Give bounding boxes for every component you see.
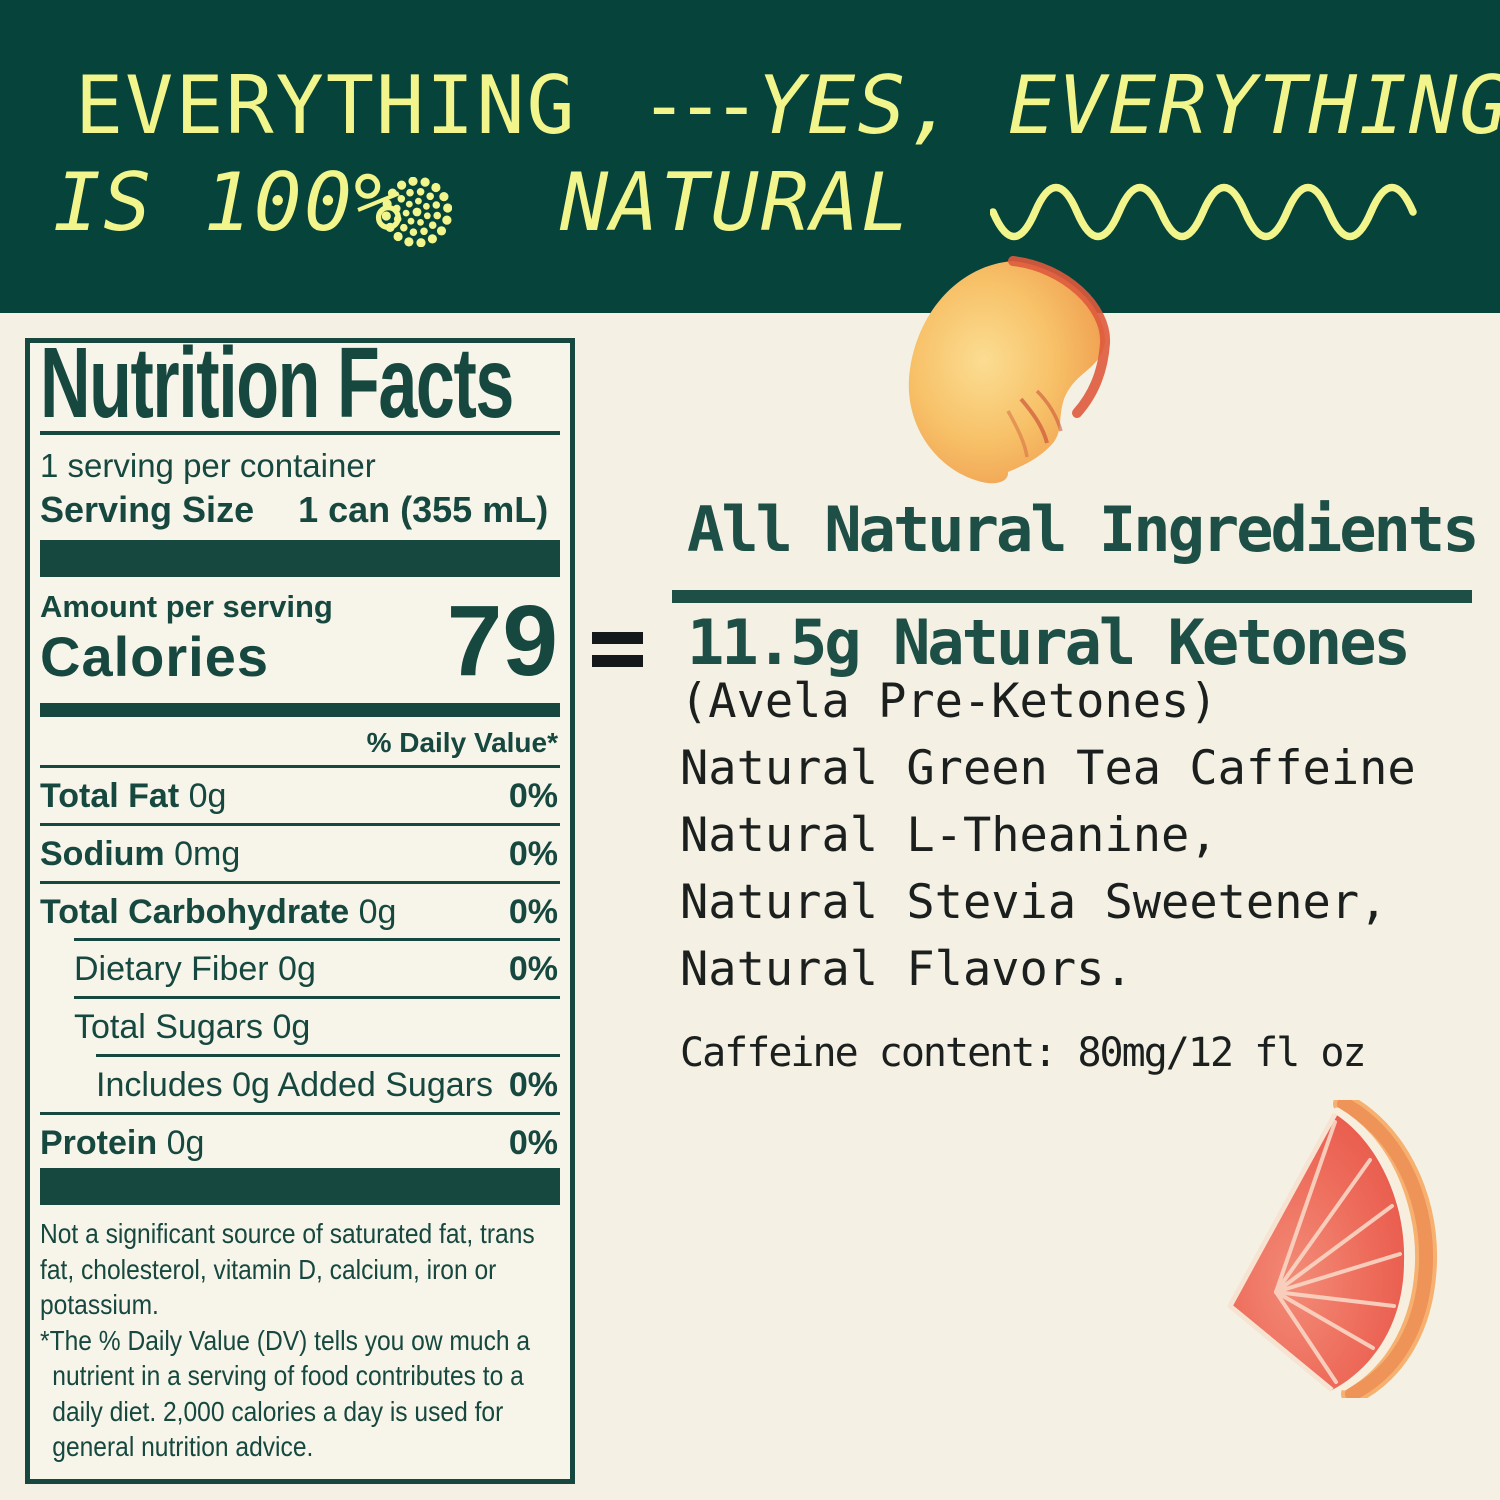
nutrient-amount: 0g [268, 950, 316, 989]
nutrient-name: Dietary Fiber [74, 950, 269, 989]
banner-yes-everything: YES, EVERYTHING [757, 59, 1500, 152]
footnote-sources: Not a significant source of saturated fa… [40, 1218, 535, 1320]
banner-is-100: IS 100% [53, 156, 405, 249]
nutrient-row: Dietary Fiber 0g 0% [74, 938, 560, 996]
nutrient-name: Total Carbohydrate [40, 892, 350, 931]
title-divider [40, 431, 560, 435]
nutrient-name: Sodium [40, 834, 165, 873]
serving-size-row: Serving Size 1 can (355 mL) [40, 489, 548, 531]
all-natural-ingredients-heading: All Natural Ingredients [687, 493, 1480, 566]
nutrition-rows: Total Fat 0g 0% Sodium 0mg 0% Total Carbohyd… [40, 765, 560, 1170]
nutrient-name: Protein [40, 1123, 158, 1162]
ingredient-line: Natural Green Tea Caffeine [680, 741, 1416, 796]
equals-icon [592, 655, 643, 667]
nutrient-row: Sodium 0mg 0% [40, 822, 560, 881]
nutrient-amount: 0g [349, 892, 397, 931]
nutrient-amount: 0g [263, 1008, 311, 1047]
nutrient-amount: 0mg [164, 834, 241, 873]
nutrient-amount: 0g [157, 1123, 205, 1162]
nutrient-row: Protein 0g 0% [40, 1111, 560, 1170]
nutrition-facts-title: Nutrition Facts [40, 327, 514, 439]
ingredient-lines: (Avela Pre-Ketones) Natural Green Tea Caf… [680, 668, 1416, 1003]
nutrient-daily-value: 0% [508, 1123, 558, 1162]
nutrient-daily-value: 0% [508, 777, 558, 815]
ketones-heading: 11.5g Natural Ketones [687, 606, 1411, 679]
top-banner: EVERYTHING --- YES, EVERYTHING IS 100% N… [0, 0, 1500, 313]
amount-per-serving: Amount per serving [40, 589, 333, 624]
daily-value-header: % Daily Value* [366, 727, 558, 758]
serving-size-label: Serving Size [40, 489, 255, 530]
wave-icon [990, 183, 1417, 241]
calories-value: 79 [446, 585, 558, 697]
nutrient-row: Total Sugars 0g [74, 996, 560, 1054]
thick-bar-bottom [40, 1168, 560, 1205]
nutrient-name: Includes 0g Added Sugars [96, 1065, 493, 1104]
nutrient-amount: 0g [179, 777, 227, 815]
ingredient-line: Natural Flavors. [680, 942, 1133, 997]
footnote-daily-value: *The % Daily Value (DV) tells you ow muc… [40, 1324, 531, 1463]
banner-natural: NATURAL [560, 156, 912, 249]
banner-word-everything: EVERYTHING [75, 59, 577, 152]
peach-slice-photo [908, 256, 1111, 484]
footnote: Not a significant source of saturated fa… [40, 1216, 560, 1465]
heading-underline [672, 590, 1472, 603]
equals-icon [592, 632, 643, 644]
nutrient-name: Total Fat [40, 777, 180, 815]
ingredient-line: Natural L-Theanine, [680, 808, 1218, 863]
nutrient-daily-value: 0% [508, 834, 558, 873]
caffeine-content-line: Caffeine content: 80mg/12 fl oz [680, 1030, 1367, 1076]
grapefruit-wedge-photo [1227, 1100, 1438, 1398]
nutrition-facts-label: Nutrition Facts 1 serving per container … [25, 333, 575, 1484]
nutrient-daily-value: 0% [508, 892, 558, 931]
nutrient-row: Total Carbohydrate 0g 0% [40, 880, 560, 939]
nutrient-daily-value: 0% [508, 1065, 558, 1104]
serving-size-value: 1 can (355 mL) [298, 489, 549, 530]
banner-dashes: --- [640, 59, 760, 152]
medium-bar [40, 703, 560, 717]
dotted-burst-icon [382, 177, 452, 247]
calories-label: Calories [40, 625, 269, 688]
nutrient-daily-value: 0% [508, 950, 558, 989]
nutrient-row: Includes 0g Added Sugars 0% [96, 1053, 560, 1112]
thick-bar [40, 540, 560, 577]
nutrient-row: Total Fat 0g 0% [40, 765, 560, 823]
nutrient-name: Total Sugars [74, 1008, 263, 1047]
servings-per-container: 1 serving per container [40, 447, 376, 484]
ingredient-line: (Avela Pre-Ketones) [680, 674, 1218, 729]
ingredient-line: Natural Stevia Sweetener, [680, 875, 1388, 930]
